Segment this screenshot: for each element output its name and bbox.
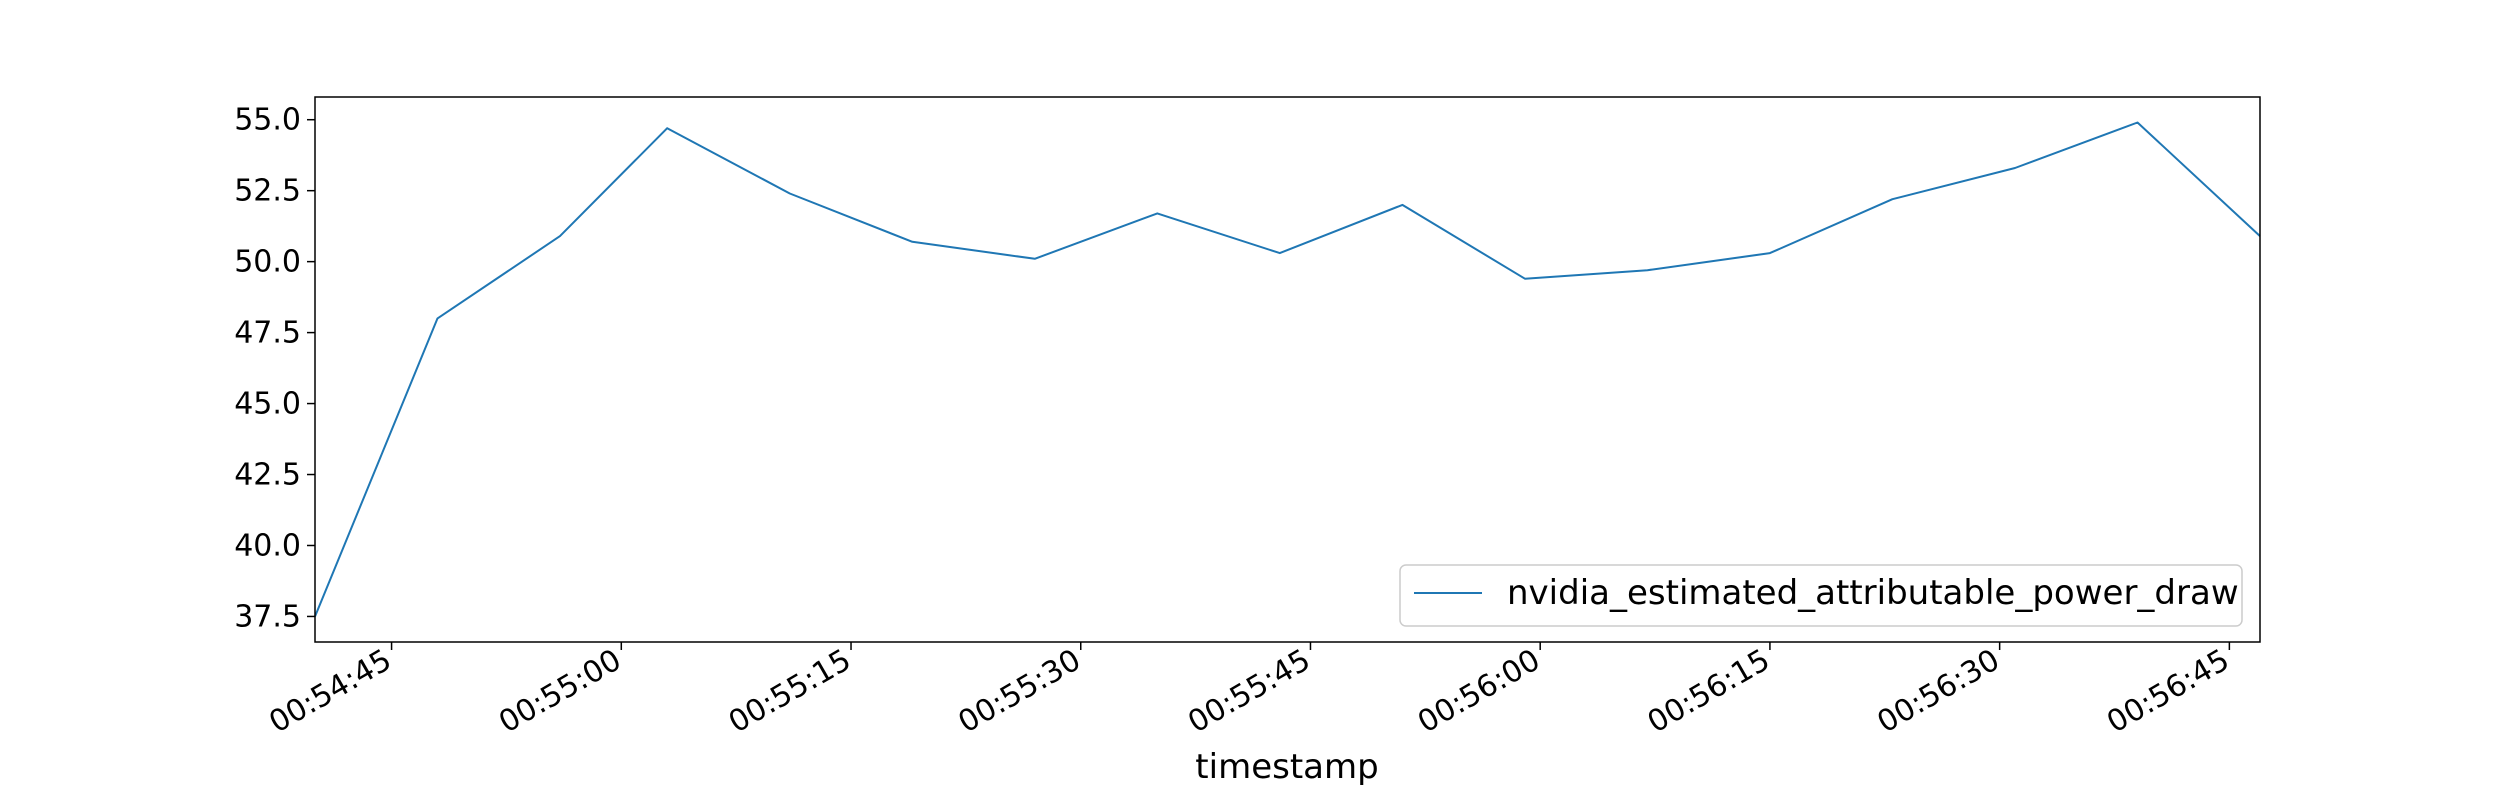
y-tick-label: 42.5	[234, 458, 301, 493]
series-line-0	[314, 121, 2261, 617]
y-tick-label: 50.0	[234, 245, 301, 280]
y-tick-label: 37.5	[234, 599, 301, 634]
plot-area	[315, 97, 2260, 642]
legend-frame	[1399, 564, 2243, 627]
series-layer	[314, 121, 2261, 617]
x-axis-title: timestamp	[1195, 747, 1378, 787]
legend: nvidia_estimated_attributable_power_draw	[1399, 564, 2243, 627]
y-tick-label: 45.0	[234, 387, 301, 422]
y-axis: 37.5 40.0 42.5 45.0 47.5 50.0 52.5 55.0	[234, 103, 315, 634]
plot-frame	[314, 96, 2261, 643]
y-tick-label: 52.5	[234, 174, 301, 209]
y-tick-label: 55.0	[234, 103, 301, 138]
y-tick-label: 40.0	[234, 528, 301, 563]
legend-label: nvidia_estimated_attributable_power_draw	[1507, 573, 2239, 613]
y-tick-label: 47.5	[234, 316, 301, 351]
